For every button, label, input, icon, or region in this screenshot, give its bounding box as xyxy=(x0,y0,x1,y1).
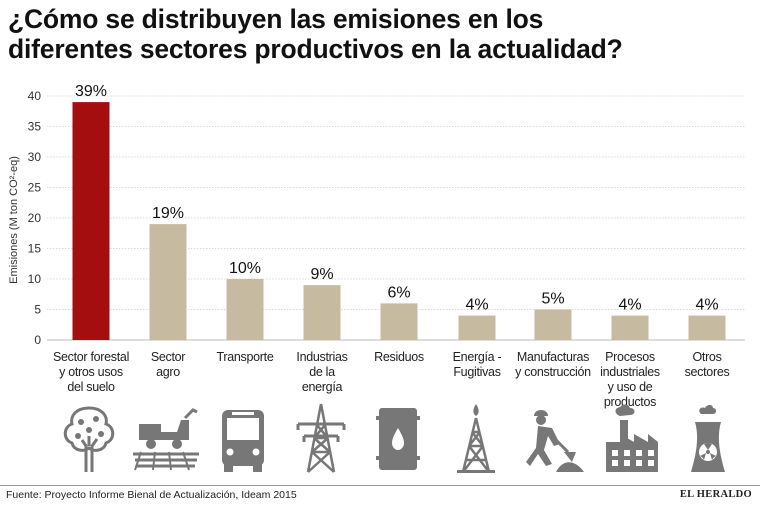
category-label-line: y otros usos xyxy=(59,365,123,379)
brand-logo: EL HERALDO xyxy=(679,489,752,500)
worker-icon xyxy=(518,402,588,474)
y-tick-label: 30 xyxy=(28,150,42,164)
chart-title: ¿Cómo se distribuyen las emisiones en lo… xyxy=(8,4,753,64)
y-tick-label: 40 xyxy=(28,89,42,103)
category-label-line: sectores xyxy=(684,365,730,379)
title-line-1: ¿Cómo se distribuyen las emisiones en lo… xyxy=(8,4,544,34)
category-label-line: y construcción xyxy=(515,365,591,379)
nuclear-plant-icon xyxy=(673,402,743,474)
harvester-icon xyxy=(131,402,201,474)
bar xyxy=(226,279,264,340)
title-line-2: diferentes sectores productivos en la ac… xyxy=(8,34,623,64)
bar xyxy=(688,315,726,340)
category-label-line: Energía - xyxy=(452,350,502,364)
category-label-line: del suelo xyxy=(67,380,115,394)
y-tick-label: 5 xyxy=(34,303,41,317)
tree-icon xyxy=(54,402,124,474)
y-tick-label: 15 xyxy=(28,242,42,256)
bar xyxy=(534,309,572,340)
category-label-line: Residuos xyxy=(374,350,424,364)
category-label-line: Procesos xyxy=(605,350,655,364)
data-label: 4% xyxy=(618,297,641,314)
data-label: 10% xyxy=(229,260,261,277)
category-label-line: Sector forestal xyxy=(52,350,130,364)
data-label: 4% xyxy=(695,297,718,314)
data-label: 4% xyxy=(465,297,488,314)
category-label-line: Sector xyxy=(150,350,186,364)
category-label: Sector forestal y otros usos del suelo xyxy=(43,350,139,395)
category-label: Transporte xyxy=(197,350,293,365)
category-label: Residuos xyxy=(351,350,447,365)
factory-icon xyxy=(596,402,666,474)
y-tick-label: 20 xyxy=(28,211,42,225)
category-label-line: Fugitivas xyxy=(453,365,501,379)
category-label: Energía - Fugitivas xyxy=(429,350,525,380)
category-label-line: Manufacturas xyxy=(516,350,590,364)
bar xyxy=(458,315,496,340)
category-label-line: productos xyxy=(603,395,657,409)
y-axis-label: Emisiones (M ton CO²-eq) xyxy=(8,156,20,284)
category-label: Industrias de la energía xyxy=(274,350,370,395)
bar xyxy=(611,315,649,340)
category-label-line: de la xyxy=(309,365,335,379)
category-label: Manufacturas y construcción xyxy=(505,350,601,380)
data-label: 6% xyxy=(387,284,410,301)
category-label: Otros sectores xyxy=(659,350,755,380)
category-label-line: Transporte xyxy=(216,350,274,364)
category-label: Sector agro xyxy=(120,350,216,380)
y-tick-label: 10 xyxy=(28,272,42,286)
category-label-line: agro xyxy=(156,365,180,379)
bar xyxy=(72,102,110,340)
oil-rig-icon xyxy=(441,402,511,474)
footer: Fuente: Proyecto Informe Bienal de Actua… xyxy=(0,485,760,505)
power-tower-icon xyxy=(286,402,356,474)
source-note: Fuente: Proyecto Informe Bienal de Actua… xyxy=(6,489,297,501)
y-tick-label: 35 xyxy=(28,120,42,134)
barrel-icon xyxy=(363,402,433,474)
data-label: 39% xyxy=(75,83,107,100)
data-label: 5% xyxy=(541,291,564,308)
y-tick-label: 0 xyxy=(34,333,41,347)
category-label-line: y uso de xyxy=(607,380,653,394)
category-label-line: Industrias xyxy=(296,350,348,364)
bar-chart: 0 5 10 15 20 25 30 35 40 Emisiones (M ton CO²-eq)… xyxy=(8,83,745,347)
bar xyxy=(149,224,187,340)
data-label: 19% xyxy=(152,205,184,222)
category-label-line: industriales xyxy=(600,365,660,379)
bus-icon xyxy=(208,402,278,474)
data-label: 9% xyxy=(310,266,333,283)
bar xyxy=(380,303,418,340)
category-label-line: energía xyxy=(301,380,343,394)
category-label-line: Otros xyxy=(692,350,722,364)
category-label: Procesos industriales y uso de productos xyxy=(582,350,678,410)
bar xyxy=(303,285,341,340)
y-tick-label: 25 xyxy=(28,181,42,195)
